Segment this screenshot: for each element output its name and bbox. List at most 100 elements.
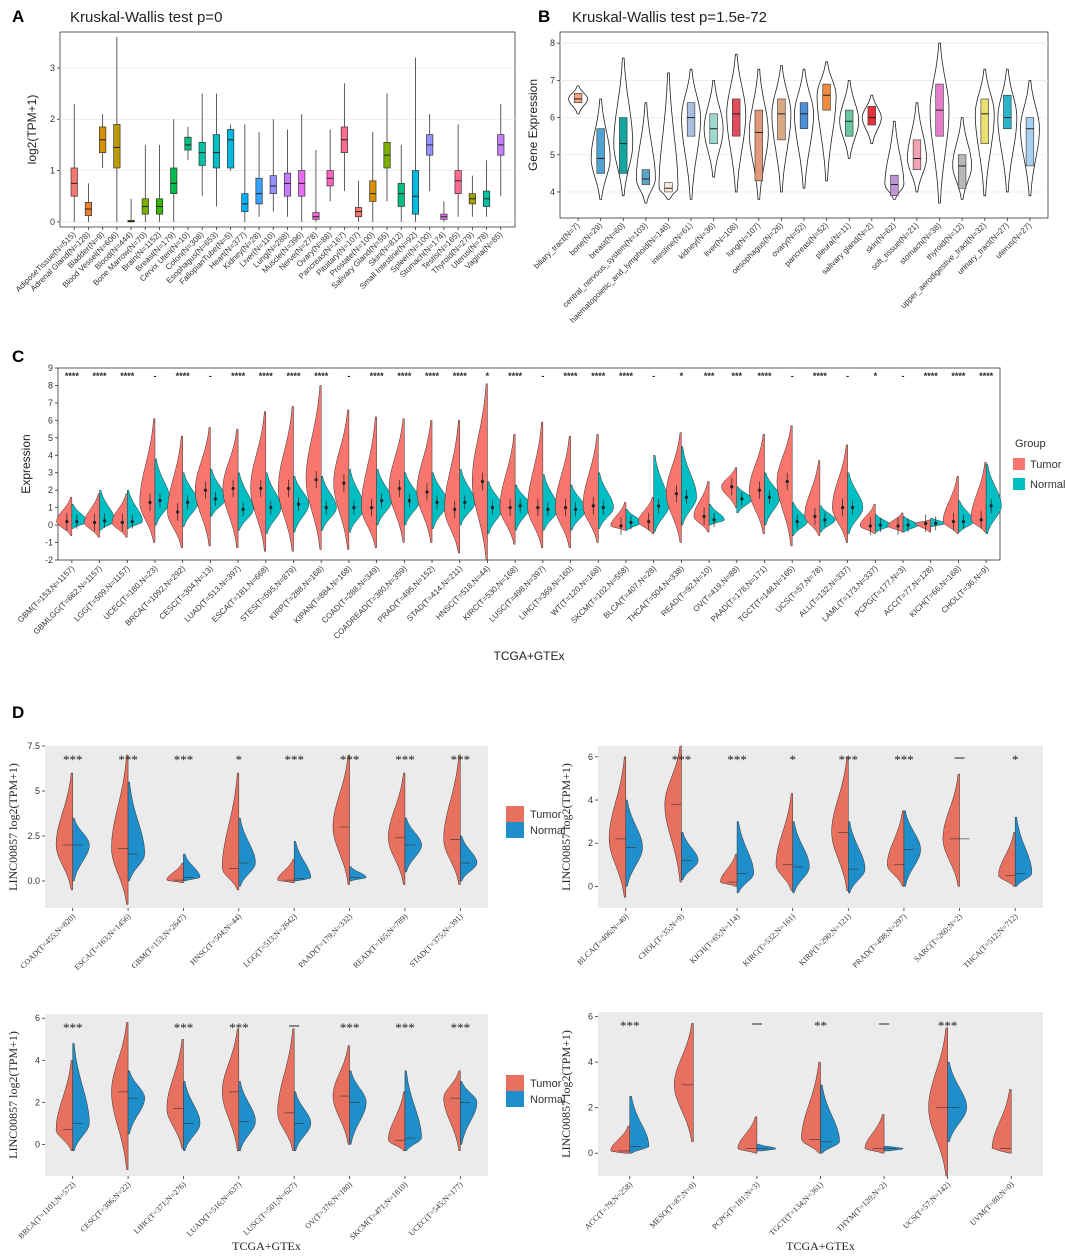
x-tick-label: WT(T=120,N=168): [549, 564, 603, 618]
tumor-violin-16: [499, 434, 516, 545]
violin-box-12: [845, 109, 854, 137]
tumor-violin-0: [608, 756, 627, 898]
x-tick-label: SKCM(T=471;N=1810): [348, 1180, 410, 1242]
box-21: [369, 180, 377, 202]
normal-violin-4: [293, 841, 312, 882]
normal-violin-5: [903, 810, 921, 887]
x-tick-label: READ(T=165;N=789): [351, 912, 409, 970]
normal-median-dot: [906, 523, 910, 527]
violin-box-2: [619, 117, 628, 174]
violin-box-3: [641, 169, 650, 185]
x-tick-label: PRAD(T=498;N=297): [851, 912, 909, 970]
tumor-violin-3: [221, 1028, 240, 1152]
x-tick-label: COAD(T=455;N=820): [18, 912, 77, 971]
legend-swatch-tumor: [1013, 458, 1025, 470]
normal-median-dot: [324, 506, 328, 510]
box-10: [212, 134, 220, 169]
normal-violin-7: [460, 835, 478, 882]
normal-violin-3: [154, 458, 171, 526]
significance-mark: ****: [370, 371, 385, 381]
normal-violin-8: [293, 475, 309, 533]
violin-11: [816, 61, 837, 182]
violin-box-8: [754, 109, 763, 182]
tumor-median-dot: [896, 524, 900, 528]
significance-mark: *: [680, 371, 684, 381]
normal-violin-2: [183, 1081, 201, 1152]
significance-mark: ***: [63, 752, 83, 767]
x-tick-label: BLCA(T=406;N=40): [575, 912, 630, 967]
tumor-median-dot: [65, 520, 69, 524]
box-23: [397, 183, 405, 207]
y-tick-label: 1: [48, 503, 53, 513]
x-tick-label: LUAD(T=516;N=637): [185, 1180, 244, 1239]
plot-area-D2: [598, 746, 1043, 908]
normal-violin-5: [947, 1061, 967, 1143]
tumor-violin-21: [638, 496, 654, 535]
significance-mark: ****: [813, 371, 828, 381]
y-tick-label: 7.5: [27, 741, 40, 751]
normal-median-dot: [352, 506, 356, 510]
tumor-median-dot: [259, 486, 263, 491]
normal-median-dot: [961, 520, 966, 524]
tumor-median-dot: [148, 500, 152, 504]
tumor-violin-4: [864, 1114, 885, 1154]
tumor-median-dot: [730, 485, 734, 489]
violin-box-13: [867, 106, 876, 126]
y-tick-label: 4: [588, 1057, 593, 1067]
legend-title: Group: [1015, 438, 1046, 450]
tumor-violin-15: [471, 383, 488, 561]
tumor-median-dot: [397, 486, 401, 491]
tumor-violin-6: [222, 428, 239, 549]
x-tick-label: TGCT(T=134;N=361): [768, 1180, 826, 1238]
normal-median-dot: [490, 506, 495, 510]
tumor-violin-2: [111, 493, 128, 538]
normal-violin-3: [792, 821, 810, 894]
y-tick-label: 2: [50, 114, 55, 124]
normal-violin-0: [629, 1096, 650, 1154]
significance-mark: ***: [395, 752, 415, 767]
x-tick-label: UCS(T=57;N=142): [901, 1180, 952, 1231]
y-axis-label-D4: LINC00857 log2(TPM+1): [559, 1030, 573, 1158]
normal-median-dot: [934, 521, 938, 525]
tumor-violin-25: [749, 434, 765, 535]
chart-title-B: Kruskal-Wallis test p=1.5e-72: [572, 9, 767, 26]
violin-box-5: [686, 102, 696, 137]
normal-violin-5: [349, 1070, 367, 1145]
y-tick-label: 0: [588, 1148, 593, 1158]
significance-mark: ****: [591, 371, 606, 381]
y-tick-label: 4: [550, 187, 555, 197]
tumor-violin-1: [84, 493, 100, 538]
box-13: [255, 177, 263, 205]
box-7: [170, 167, 178, 194]
x-tick-label: ACC(T=79;N=258): [583, 1180, 635, 1232]
tumor-violin-33: [970, 461, 987, 533]
x-tick-label: UCEC(T=545;N=177): [407, 1180, 465, 1238]
significance-mark: ***: [174, 1020, 194, 1035]
normal-median-dot: [573, 507, 578, 511]
y-axis-label-B: Gene Expression: [526, 79, 540, 171]
tumor-median-dot: [619, 524, 623, 528]
tumor-violin-1: [111, 754, 129, 905]
violin-4: [658, 72, 679, 200]
tumor-median-dot: [702, 514, 706, 518]
y-tick-label: 2.5: [27, 831, 40, 841]
tumor-violin-23: [693, 481, 710, 533]
tumor-violin-6: [388, 1091, 406, 1152]
y-tick-label: 5: [550, 150, 555, 160]
normal-violin-7: [1014, 817, 1033, 887]
normal-violin-2: [127, 489, 143, 529]
x-tick-label: GBM(T=153;N=2647): [130, 912, 189, 971]
normal-violin-27: [819, 505, 836, 533]
tumor-median-dot: [591, 504, 595, 508]
tumor-violin-4: [167, 435, 183, 549]
panel-label-B: B: [538, 7, 550, 26]
violin-3: [636, 102, 656, 204]
tumor-median-dot: [508, 506, 512, 510]
x-tick-label: HNSC(T=504;N=44): [188, 912, 243, 967]
significance-mark: **: [814, 1018, 827, 1033]
significance-mark: -: [791, 371, 794, 381]
normal-median-dot: [158, 499, 162, 503]
tumor-median-dot: [813, 514, 817, 518]
tumor-violin-7: [998, 832, 1016, 887]
tumor-violin-24: [721, 467, 738, 508]
